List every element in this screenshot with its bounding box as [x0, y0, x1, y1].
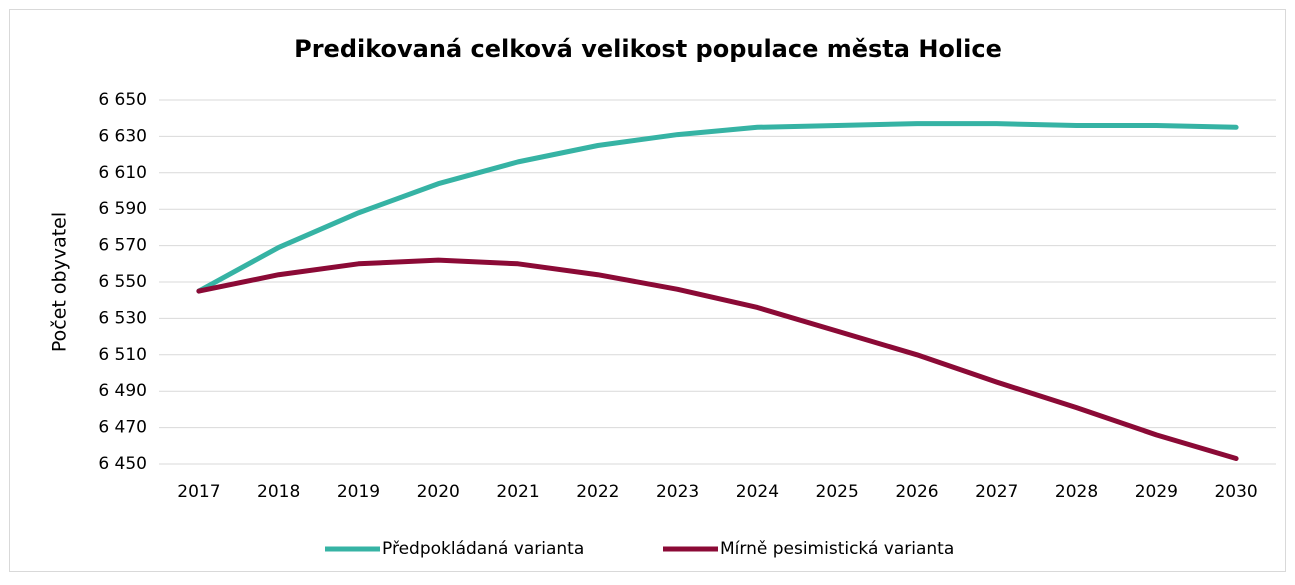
chart-frame	[9, 9, 1286, 572]
x-tick-label: 2019	[337, 482, 380, 502]
x-tick-label: 2020	[417, 482, 460, 502]
legend-label: Mírně pesimistická varianta	[720, 539, 954, 559]
y-tick-label: 6 470	[98, 418, 147, 438]
legend-label: Předpokládaná varianta	[382, 539, 584, 559]
x-tick-label: 2021	[496, 482, 539, 502]
series-line	[196, 257, 1239, 462]
x-tick-label: 2022	[576, 482, 619, 502]
y-tick-label: 6 650	[98, 90, 147, 110]
y-tick-label: 6 510	[98, 345, 147, 365]
y-tick-label: 6 490	[98, 381, 147, 401]
x-tick-label: 2029	[1135, 482, 1178, 502]
y-tick-label: 6 570	[98, 236, 147, 256]
x-tick-label: 2025	[816, 482, 859, 502]
y-tick-label: 6 530	[98, 308, 147, 328]
y-axis-label: Počet obyvatel	[49, 212, 71, 352]
x-tick-label: 2030	[1214, 482, 1257, 502]
series-line	[196, 121, 1239, 294]
x-tick-label: 2028	[1055, 482, 1098, 502]
x-tick-label: 2027	[975, 482, 1018, 502]
x-tick-label: 2018	[257, 482, 300, 502]
y-tick-label: 6 590	[98, 199, 147, 219]
y-tick-label: 6 550	[98, 272, 147, 292]
x-tick-label: 2023	[656, 482, 699, 502]
y-tick-label: 6 450	[98, 454, 147, 474]
y-tick-label: 6 610	[98, 163, 147, 183]
chart-title: Predikovaná celková velikost populace mě…	[294, 35, 1002, 63]
x-tick-label: 2024	[736, 482, 779, 502]
y-tick-label: 6 630	[98, 126, 147, 146]
x-tick-label: 2017	[177, 482, 220, 502]
x-tick-label: 2026	[895, 482, 938, 502]
